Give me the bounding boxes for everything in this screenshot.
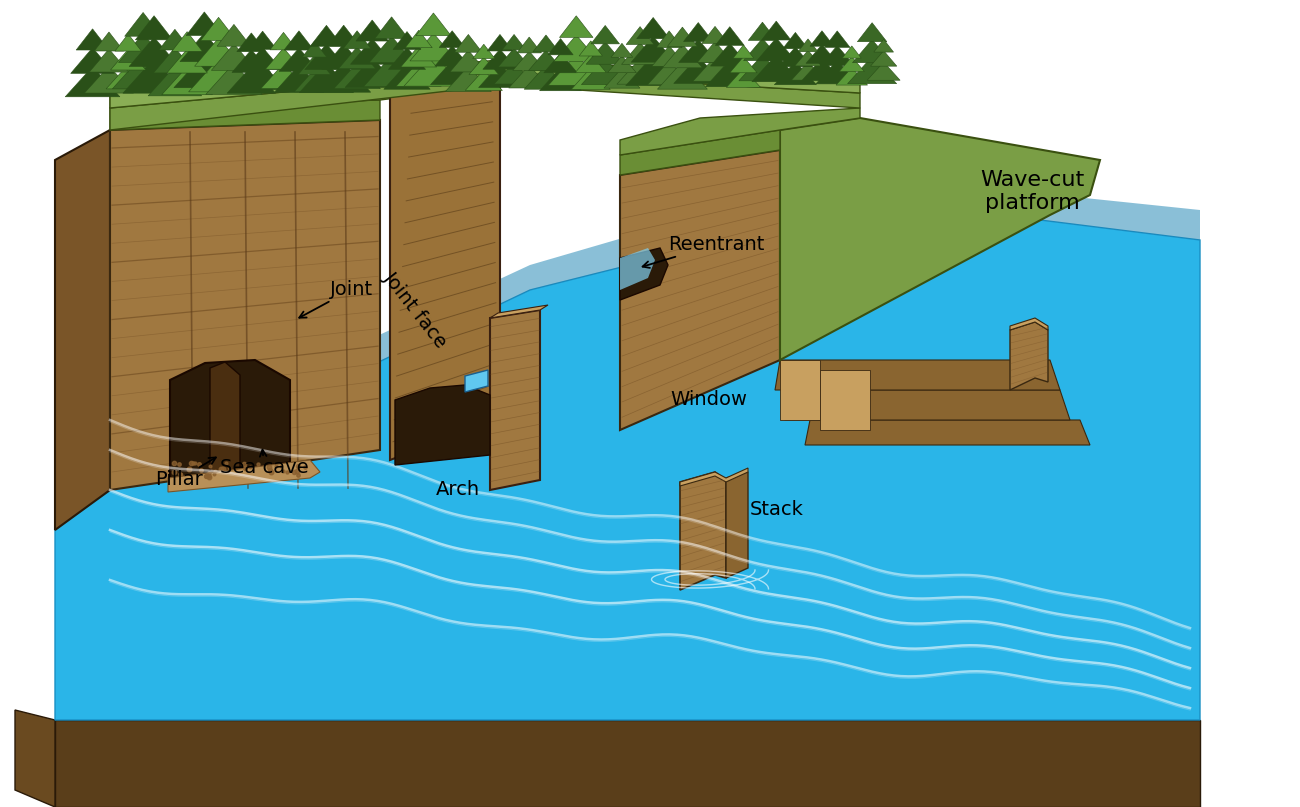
Polygon shape xyxy=(351,39,394,65)
Polygon shape xyxy=(174,54,235,88)
Polygon shape xyxy=(725,472,748,578)
Polygon shape xyxy=(680,472,725,590)
Polygon shape xyxy=(55,130,110,530)
Text: Pillar: Pillar xyxy=(155,458,216,489)
Polygon shape xyxy=(369,36,415,63)
Polygon shape xyxy=(780,360,820,420)
Polygon shape xyxy=(124,59,185,93)
Polygon shape xyxy=(620,130,780,175)
Polygon shape xyxy=(529,50,563,70)
Polygon shape xyxy=(715,27,744,45)
Polygon shape xyxy=(559,16,593,37)
Polygon shape xyxy=(502,35,526,50)
Polygon shape xyxy=(581,58,629,85)
Polygon shape xyxy=(656,31,682,48)
Polygon shape xyxy=(70,48,114,73)
Polygon shape xyxy=(311,25,343,46)
Polygon shape xyxy=(680,468,747,486)
Polygon shape xyxy=(824,31,850,48)
Polygon shape xyxy=(172,31,203,52)
Polygon shape xyxy=(135,15,173,40)
Polygon shape xyxy=(389,48,425,69)
Polygon shape xyxy=(166,49,208,73)
Polygon shape xyxy=(618,59,663,84)
Polygon shape xyxy=(620,150,780,430)
Polygon shape xyxy=(794,50,822,66)
Polygon shape xyxy=(840,56,865,72)
Polygon shape xyxy=(792,62,824,80)
Polygon shape xyxy=(508,65,550,88)
Polygon shape xyxy=(637,18,670,39)
Polygon shape xyxy=(239,64,286,90)
Polygon shape xyxy=(111,72,861,130)
Polygon shape xyxy=(434,46,469,66)
Polygon shape xyxy=(490,305,549,318)
Polygon shape xyxy=(186,12,222,36)
Polygon shape xyxy=(265,48,302,69)
Polygon shape xyxy=(498,48,530,67)
Polygon shape xyxy=(270,32,298,50)
Text: Wave-cut
platform: Wave-cut platform xyxy=(980,170,1084,213)
Polygon shape xyxy=(738,55,786,81)
Polygon shape xyxy=(867,62,900,80)
Polygon shape xyxy=(729,56,757,73)
Polygon shape xyxy=(554,35,598,61)
Polygon shape xyxy=(395,385,490,465)
Polygon shape xyxy=(783,32,809,48)
Polygon shape xyxy=(647,61,690,85)
Polygon shape xyxy=(779,47,812,67)
Polygon shape xyxy=(810,31,833,46)
Polygon shape xyxy=(632,36,675,62)
Polygon shape xyxy=(816,61,858,84)
Polygon shape xyxy=(274,65,324,93)
Polygon shape xyxy=(118,34,168,62)
Polygon shape xyxy=(55,720,1200,807)
Polygon shape xyxy=(211,362,240,478)
Polygon shape xyxy=(298,56,330,74)
Polygon shape xyxy=(450,50,486,72)
Polygon shape xyxy=(586,42,624,65)
Polygon shape xyxy=(762,21,790,40)
Polygon shape xyxy=(733,45,754,58)
Polygon shape xyxy=(205,63,263,94)
Polygon shape xyxy=(620,248,668,300)
Polygon shape xyxy=(317,62,370,92)
Polygon shape xyxy=(159,29,191,50)
Polygon shape xyxy=(604,69,640,88)
Polygon shape xyxy=(517,37,542,53)
Polygon shape xyxy=(390,85,500,460)
Polygon shape xyxy=(285,31,313,50)
Polygon shape xyxy=(706,60,754,86)
Polygon shape xyxy=(658,61,707,89)
Polygon shape xyxy=(114,34,142,51)
Polygon shape xyxy=(280,48,318,71)
Polygon shape xyxy=(620,108,861,155)
Polygon shape xyxy=(874,40,893,52)
Polygon shape xyxy=(775,360,1060,390)
Polygon shape xyxy=(129,37,179,66)
Polygon shape xyxy=(663,44,702,68)
Polygon shape xyxy=(592,26,620,44)
Text: Reentrant: Reentrant xyxy=(642,235,764,268)
Polygon shape xyxy=(524,65,568,90)
Polygon shape xyxy=(384,64,430,90)
Polygon shape xyxy=(338,47,376,69)
Text: Arch: Arch xyxy=(436,480,480,499)
Polygon shape xyxy=(578,41,602,56)
Polygon shape xyxy=(780,118,1100,360)
Polygon shape xyxy=(478,64,521,87)
Polygon shape xyxy=(871,51,897,66)
Polygon shape xyxy=(111,185,1200,490)
Polygon shape xyxy=(473,44,495,59)
Polygon shape xyxy=(356,20,389,41)
Polygon shape xyxy=(248,31,277,49)
Polygon shape xyxy=(798,39,818,52)
Polygon shape xyxy=(112,55,174,89)
Polygon shape xyxy=(490,310,540,490)
Polygon shape xyxy=(94,32,124,51)
Polygon shape xyxy=(446,66,491,91)
Polygon shape xyxy=(571,68,610,90)
Polygon shape xyxy=(393,31,421,49)
Polygon shape xyxy=(200,17,237,40)
